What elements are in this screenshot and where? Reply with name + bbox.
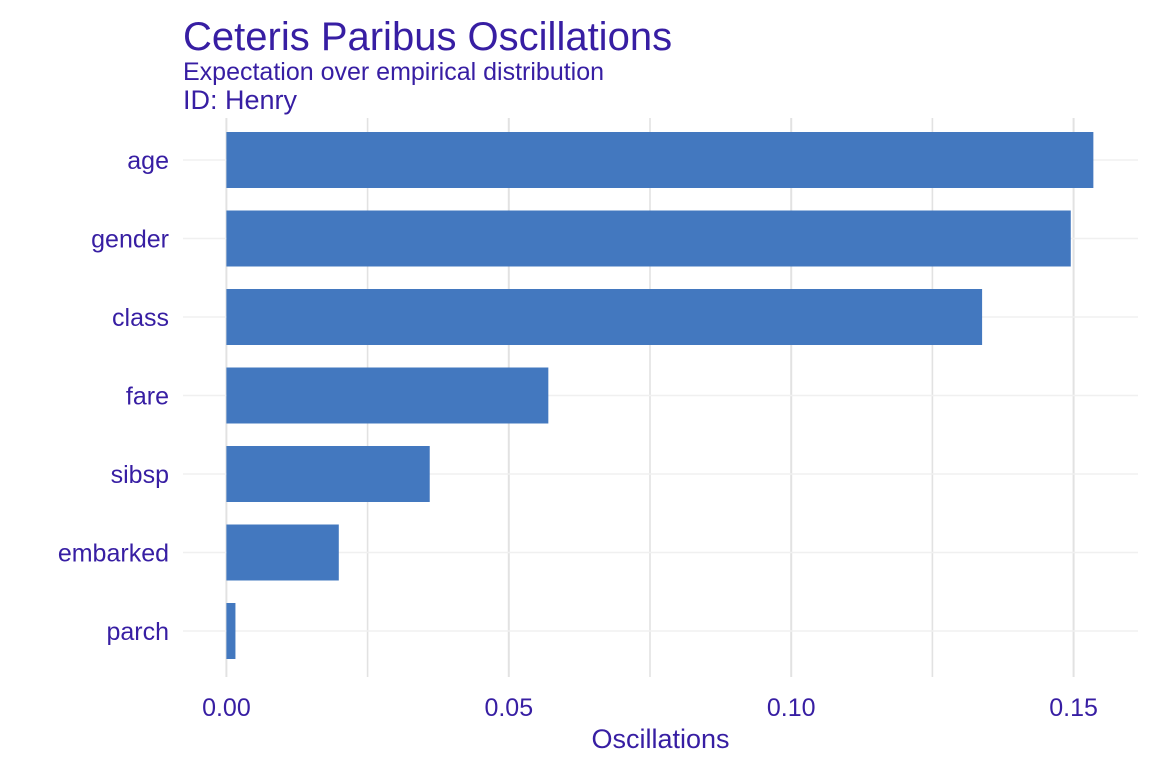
y-tick-label: parch bbox=[106, 618, 169, 646]
x-axis-title: Oscillations bbox=[591, 724, 729, 754]
y-tick-label: gender bbox=[91, 226, 169, 254]
y-tick-label: sibsp bbox=[111, 461, 169, 489]
bar-age bbox=[226, 132, 1094, 188]
chart-title: Ceteris Paribus Oscillations bbox=[183, 15, 673, 59]
x-tick-label: 0.05 bbox=[484, 694, 533, 722]
y-tick-label: embarked bbox=[58, 540, 169, 568]
chart-subtitle: Expectation over empirical distribution bbox=[183, 58, 605, 86]
observation-id-label: ID: Henry bbox=[183, 85, 298, 115]
x-tick-label: 0.10 bbox=[767, 694, 816, 722]
y-tick-label: class bbox=[112, 304, 169, 332]
bar-gender bbox=[226, 210, 1071, 267]
bar-sibsp bbox=[226, 446, 430, 502]
y-tick-label: age bbox=[127, 147, 169, 175]
y-tick-label: fare bbox=[126, 383, 169, 411]
bar-class bbox=[226, 289, 983, 345]
bar-embarked bbox=[226, 524, 339, 581]
x-tick-label: 0.15 bbox=[1049, 694, 1098, 722]
bar-parch bbox=[226, 603, 236, 659]
bar-fare bbox=[226, 367, 549, 424]
x-tick-label: 0.00 bbox=[202, 694, 251, 722]
